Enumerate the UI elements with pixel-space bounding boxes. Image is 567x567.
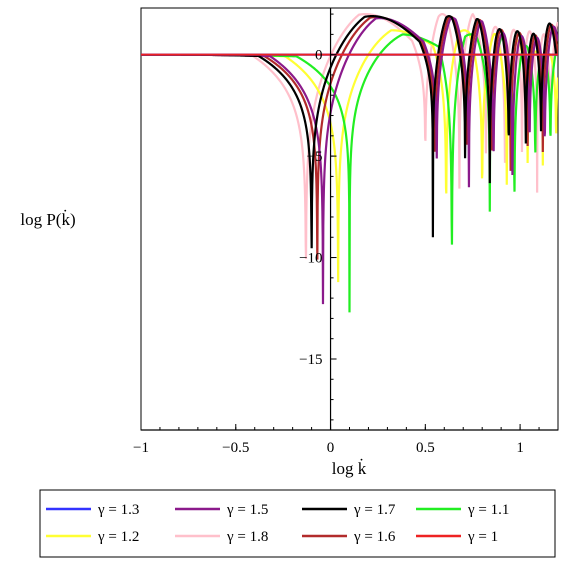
legend-entry: γ = 1.5 <box>175 502 268 518</box>
legend-label: γ = 1.8 <box>226 529 268 545</box>
y-tick-label: 0 <box>315 48 323 64</box>
series-layer <box>141 12 558 313</box>
legend-entry: γ = 1.7 <box>302 502 396 518</box>
legend-entry: γ = 1.8 <box>175 529 268 545</box>
legend-label: γ = 1.6 <box>353 529 396 545</box>
y-tick-label: −15 <box>299 352 322 368</box>
y-axis-label: log P(k̇) <box>20 210 75 229</box>
x-axis-label: log k̇ <box>332 459 367 478</box>
x-tick-label: −1 <box>133 440 149 456</box>
legend-box <box>39 489 556 558</box>
legend-entry: γ = 1.1 <box>416 502 509 518</box>
x-tick-label: −0.5 <box>222 440 249 456</box>
legend-label: γ = 1.7 <box>353 502 396 518</box>
legend-entry: γ = 1.3 <box>46 502 139 518</box>
legend-label: γ = 1 <box>467 529 498 545</box>
legend-label: γ = 1.5 <box>226 502 268 518</box>
x-tick-label: 0.5 <box>416 440 435 456</box>
y-tick-label: −10 <box>299 251 322 267</box>
legend-entry: γ = 1.6 <box>302 529 396 545</box>
y-tick-label: −5 <box>307 149 323 165</box>
x-tick-label: 0 <box>327 440 335 456</box>
y-axis-ticks: 0 −5 −10 −15 <box>299 13 337 421</box>
legend-label: γ = 1.2 <box>97 529 139 545</box>
legend-label: γ = 1.3 <box>97 502 139 518</box>
legend-entry: γ = 1.2 <box>46 529 139 545</box>
legend: γ = 1.3 γ = 1.5 γ = 1.7 γ = 1.1 γ = 1.2 γ = 1… <box>39 489 556 558</box>
x-axis-ticks: −1 −0.5 0 0.5 1 <box>133 424 559 456</box>
x-tick-label: 1 <box>516 440 524 456</box>
legend-entry: γ = 1 <box>416 529 498 545</box>
legend-label: γ = 1.1 <box>467 502 509 518</box>
